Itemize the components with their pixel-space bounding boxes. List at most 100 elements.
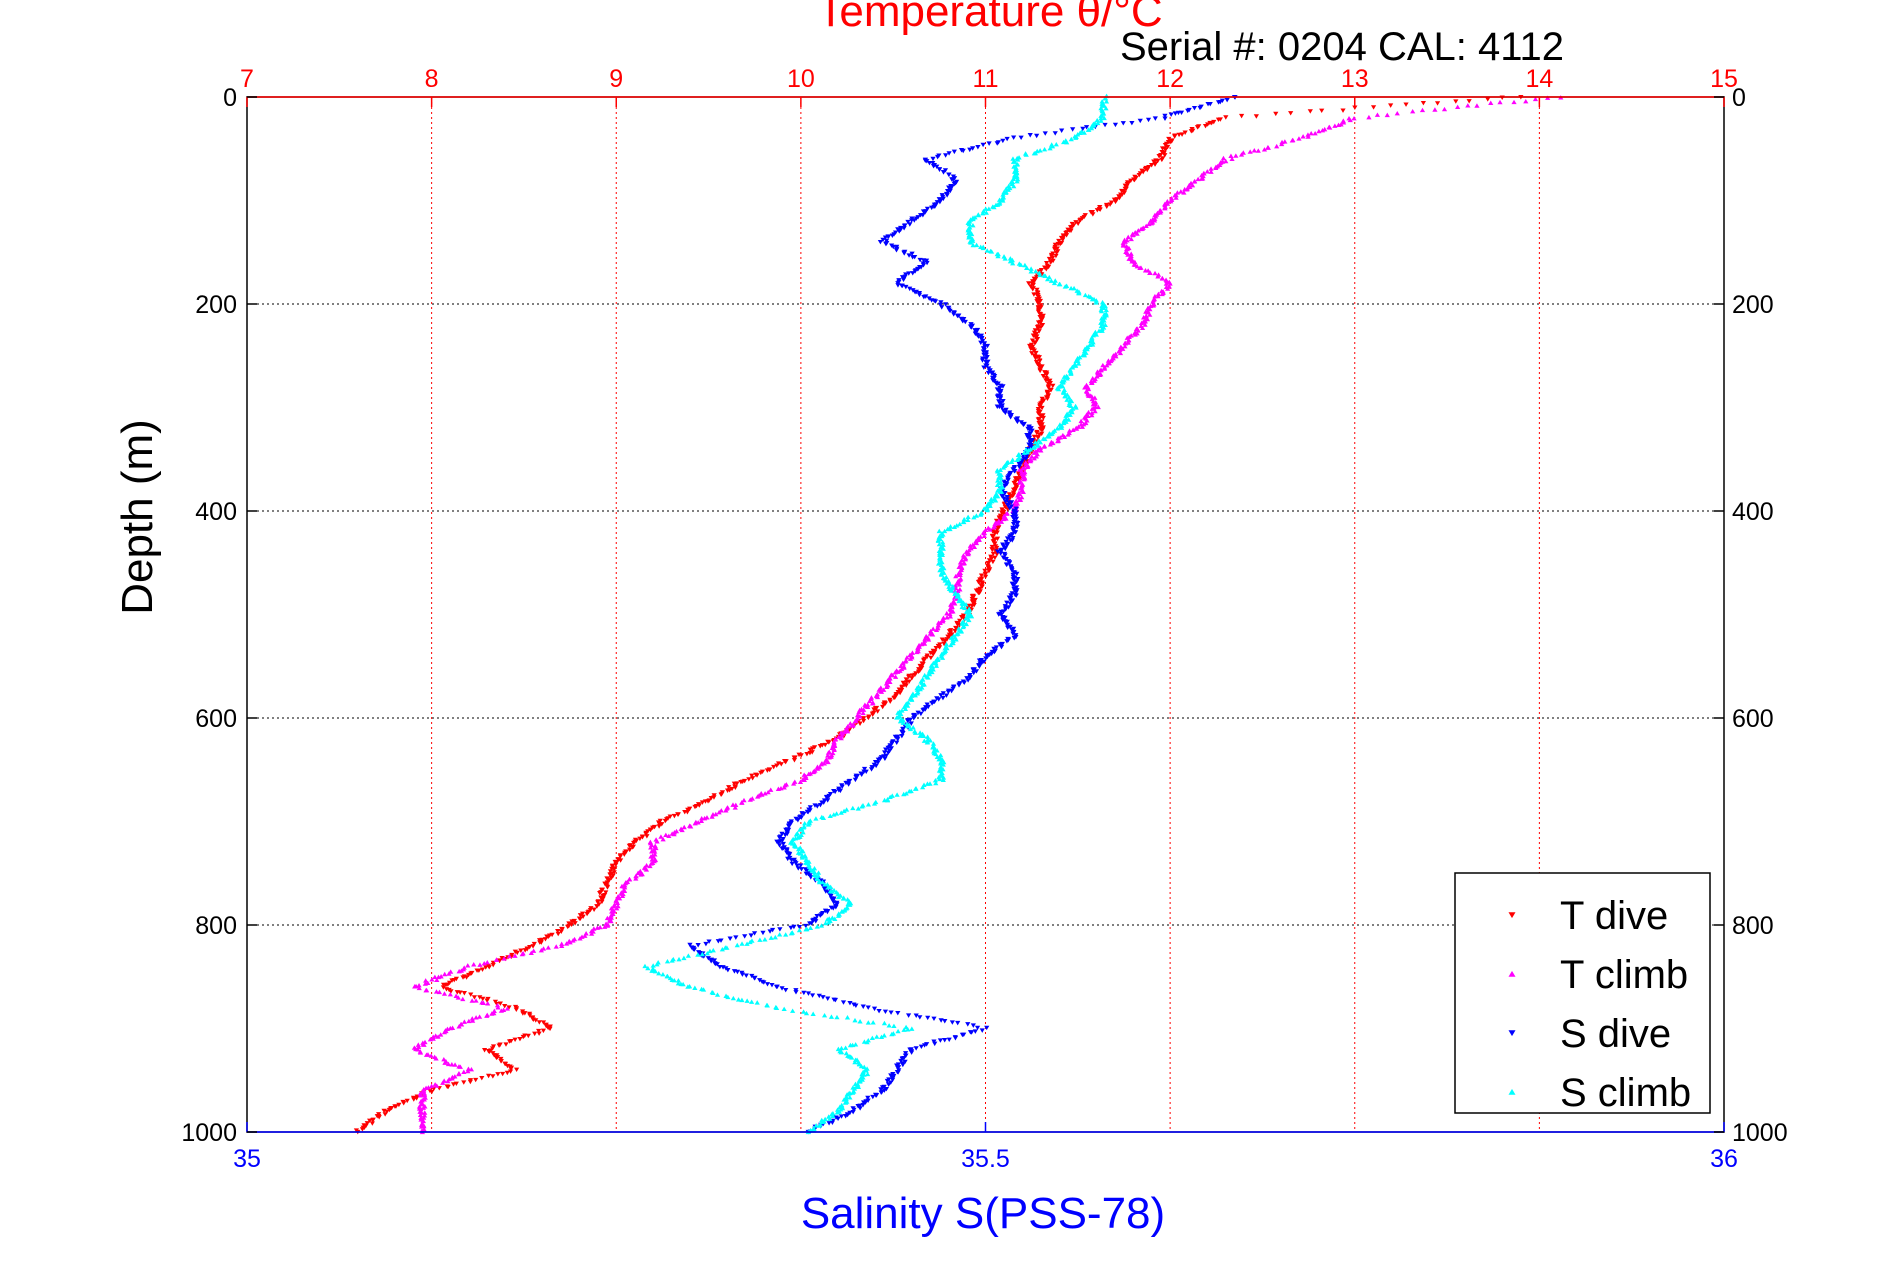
data-point — [1068, 371, 1074, 376]
data-point — [797, 779, 804, 784]
data-point — [1010, 521, 1017, 527]
data-point — [931, 649, 937, 654]
data-point — [611, 904, 617, 909]
data-point — [1077, 218, 1083, 223]
data-point — [1138, 265, 1144, 270]
data-point — [936, 167, 943, 172]
data-point — [1076, 291, 1082, 296]
data-point — [958, 567, 964, 573]
data-point — [950, 640, 956, 646]
data-point — [986, 141, 992, 146]
data-point — [1195, 176, 1201, 182]
data-point — [1140, 169, 1146, 175]
data-point — [861, 1039, 868, 1044]
data-point — [900, 731, 906, 736]
data-point — [1120, 243, 1126, 248]
data-point — [935, 538, 941, 543]
data-point — [936, 776, 943, 782]
data-point — [992, 531, 998, 536]
data-point — [1076, 361, 1082, 366]
data-point — [731, 781, 737, 787]
data-point — [647, 827, 654, 833]
data-point — [1474, 103, 1480, 108]
data-point — [907, 726, 914, 732]
data-point — [1384, 112, 1390, 118]
data-point — [424, 987, 430, 993]
data-point — [995, 387, 1002, 393]
series-s-climb — [642, 93, 1110, 1135]
data-point — [608, 875, 615, 881]
data-point — [941, 759, 947, 765]
data-point — [826, 1121, 832, 1126]
data-point — [920, 682, 926, 687]
data-point — [853, 774, 859, 780]
data-point — [1465, 103, 1471, 108]
data-point — [1093, 298, 1099, 303]
data-point — [902, 706, 909, 711]
data-point — [950, 177, 956, 182]
data-point — [1044, 396, 1051, 402]
data-point — [1010, 176, 1016, 182]
data-point — [1040, 415, 1046, 421]
data-point — [502, 1003, 508, 1009]
data-point — [797, 815, 803, 820]
data-point — [914, 649, 920, 655]
data-point — [962, 605, 968, 611]
data-point — [1061, 390, 1067, 395]
data-point — [1125, 252, 1131, 257]
data-point — [815, 766, 821, 771]
data-point — [1192, 178, 1198, 184]
data-point — [881, 797, 888, 803]
data-point — [751, 976, 758, 981]
data-point — [920, 661, 926, 667]
data-point — [1010, 631, 1016, 636]
data-point — [1420, 100, 1426, 106]
data-point — [1098, 367, 1104, 373]
data-point — [660, 971, 666, 977]
data-point — [852, 1017, 858, 1023]
data-point — [849, 723, 855, 728]
data-point — [865, 1071, 871, 1077]
data-point — [461, 1069, 467, 1074]
data-point — [850, 805, 856, 811]
data-point — [1056, 238, 1062, 244]
data-point — [706, 939, 712, 944]
data-point — [1139, 226, 1145, 231]
data-point — [779, 986, 785, 991]
data-point — [975, 212, 982, 218]
data-point — [1219, 98, 1226, 104]
data-point — [764, 982, 771, 987]
data-point — [890, 244, 896, 250]
data-point — [941, 641, 947, 647]
data-point — [1374, 112, 1381, 117]
data-point — [520, 1011, 526, 1016]
data-point — [933, 645, 939, 651]
data-point — [1332, 123, 1338, 128]
data-point — [722, 945, 728, 950]
data-point — [993, 518, 1000, 524]
data-point — [512, 1037, 518, 1043]
data-point — [687, 983, 693, 989]
data-point — [897, 718, 904, 724]
data-point — [885, 1082, 892, 1087]
data-point — [911, 716, 917, 721]
data-point — [1027, 427, 1033, 432]
data-point — [871, 1006, 878, 1012]
data-point — [920, 784, 926, 790]
data-point — [1020, 456, 1027, 461]
data-point — [834, 1110, 840, 1115]
data-point — [952, 1036, 959, 1041]
data-point — [514, 950, 520, 956]
data-point — [1098, 113, 1104, 118]
data-point — [1098, 118, 1104, 123]
data-point — [490, 962, 496, 968]
data-point — [359, 1127, 366, 1132]
data-point — [471, 962, 477, 967]
data-point — [906, 788, 912, 794]
data-point — [929, 669, 935, 675]
data-point — [1062, 393, 1068, 399]
data-point — [774, 984, 780, 990]
data-point — [830, 1113, 836, 1119]
data-point — [1040, 374, 1046, 379]
data-point — [918, 711, 924, 717]
